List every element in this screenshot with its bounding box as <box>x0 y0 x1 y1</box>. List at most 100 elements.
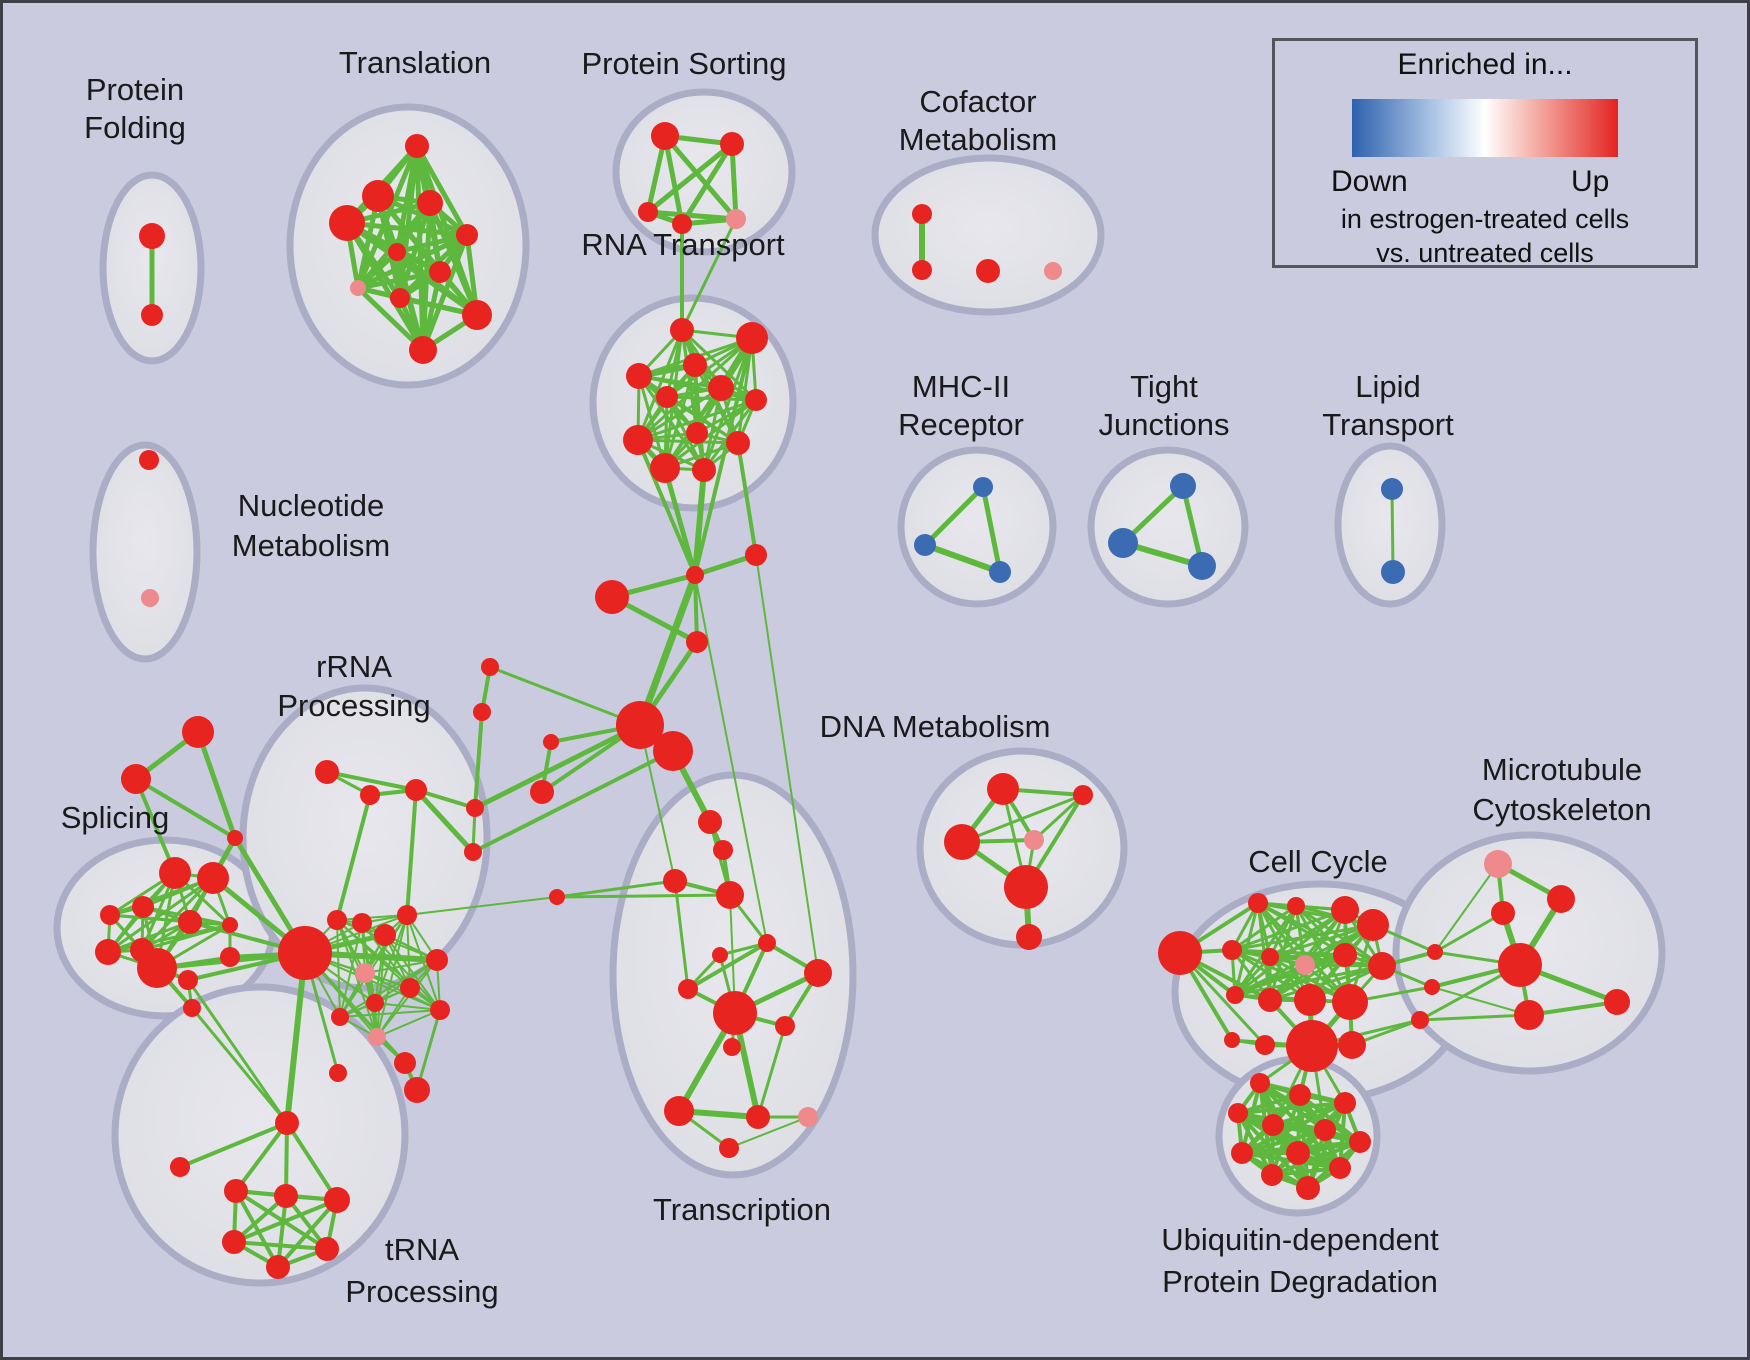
node-cr3 <box>1411 1011 1429 1029</box>
edge-c5-i1 <box>488 665 642 727</box>
cluster-label-cofactor-metabolism: Cofactor <box>919 84 1036 119</box>
node-i2 <box>473 703 491 721</box>
edge-mh2-mh3 <box>922 542 1003 575</box>
edge-tri2-s1 <box>134 777 177 875</box>
node-rt3 <box>683 353 707 377</box>
edge-ra13-ra10 <box>415 1008 442 1092</box>
nodes <box>95 122 1630 1279</box>
node-cf2 <box>912 260 932 280</box>
node-rt5 <box>708 375 734 401</box>
node-tn3 <box>324 1187 350 1213</box>
node-d5 <box>1004 865 1048 909</box>
node-s4 <box>100 905 120 925</box>
node-t_h <box>275 1111 299 1135</box>
node-tr4 <box>716 881 744 909</box>
node-t10 <box>462 300 492 330</box>
node-cc9 <box>1368 952 1396 980</box>
node-mt6 <box>1604 989 1630 1015</box>
node-ra9 <box>331 1008 349 1026</box>
edge-t_h-tn1 <box>234 1121 289 1193</box>
node-rt4 <box>626 363 652 389</box>
edge-rt5-rt12 <box>702 386 723 472</box>
edge-ps3-ps5 <box>645 209 739 222</box>
node-cc17 <box>1338 1031 1366 1059</box>
node-mh2 <box>914 534 936 556</box>
edge-rt12-c1 <box>692 467 707 578</box>
edge-tr3-tr7 <box>673 879 690 991</box>
node-t11 <box>409 336 437 364</box>
legend-gradient-bar <box>1352 99 1618 157</box>
node-u6 <box>1314 1119 1336 1141</box>
node-pf1 <box>139 223 165 249</box>
edge-ra4-ra11 <box>376 914 408 1038</box>
node-i4 <box>464 843 482 861</box>
node-s6 <box>222 917 238 933</box>
node-rrA <box>278 926 332 980</box>
cluster-label-microtubule-cytoskeleton: Microtubule <box>1482 752 1642 787</box>
cluster-ellipse-mhc-ii-receptor <box>897 446 1057 608</box>
node-tn2 <box>274 1184 298 1208</box>
node-rt1 <box>670 318 694 342</box>
node-rt10 <box>726 431 750 455</box>
edge-ra10-ra11 <box>376 1009 441 1038</box>
node-cc15 <box>1255 1035 1275 1055</box>
edge-tr14-tr15 <box>728 1116 809 1149</box>
node-cf3 <box>976 259 1000 283</box>
cluster-label-protein-folding-line2: Folding <box>84 110 186 145</box>
edge-ra1-ra4 <box>336 914 408 921</box>
cluster-label-nucleotide-metabolism: Nucleotide <box>238 488 384 523</box>
node-cc3 <box>1331 896 1359 924</box>
edge-rt2-rt12 <box>702 336 754 472</box>
edge-t4-t10 <box>427 200 480 318</box>
edge-ps1-ps4 <box>662 133 685 227</box>
edge-c1-c5 <box>636 571 699 729</box>
node-t_i <box>170 1157 190 1177</box>
node-tri3 <box>227 830 243 846</box>
node-tri2 <box>121 764 151 794</box>
legend-title: Enriched in... <box>1397 48 1573 81</box>
cluster-label-cofactor-metabolism-line2: Metabolism <box>899 122 1058 157</box>
edge-ra8-ra10 <box>374 1002 441 1011</box>
node-ra7 <box>426 949 448 971</box>
node-ra5 <box>355 963 375 983</box>
edge-cr3-mt5 <box>1418 1013 1531 1022</box>
legend-box: Enriched in... Down Up in estrogen-treat… <box>1272 38 1698 268</box>
node-tr13 <box>746 1105 770 1129</box>
edge-ra1-ra9 <box>336 919 341 1018</box>
edge-t_h-tn2 <box>284 1121 289 1198</box>
node-ra1 <box>327 910 347 930</box>
node-t6 <box>388 243 406 261</box>
node-tr9 <box>713 991 757 1035</box>
node-s9 <box>137 948 177 988</box>
node-c4 <box>686 631 708 653</box>
edge-c1-c4 <box>693 573 699 644</box>
cluster-label-lipid-transport: Lipid <box>1355 369 1421 404</box>
node-rr1 <box>315 760 339 784</box>
edge-ps5-rt1 <box>680 217 738 332</box>
node-rt12 <box>692 458 716 482</box>
edge-rr2-ra1 <box>335 793 372 922</box>
node-u9 <box>1286 1141 1310 1165</box>
node-mt5 <box>1514 1000 1544 1030</box>
node-t7 <box>429 261 451 283</box>
node-tn5 <box>315 1237 339 1261</box>
edge-s5-s7 <box>106 920 192 954</box>
edge-d2-d3 <box>960 793 1085 844</box>
edge-cr1-mt1 <box>1434 863 1499 953</box>
edge-m3-tr4 <box>555 893 732 899</box>
node-tn1 <box>224 1179 248 1203</box>
edge-tn4-tn5 <box>232 1240 329 1251</box>
node-ra8 <box>366 994 384 1012</box>
node-tr14 <box>798 1107 818 1127</box>
cluster-label-trna-processing-line2: Processing <box>345 1274 498 1309</box>
cluster-ellipse-cofactor-metabolism <box>871 154 1105 316</box>
node-d4 <box>1024 830 1044 850</box>
edge-rr1-rr3 <box>325 770 418 792</box>
node-u1 <box>1250 1073 1270 1093</box>
node-lt1 <box>1381 478 1403 500</box>
node-rt2 <box>736 322 768 354</box>
edge-rt6-rt7 <box>665 395 758 402</box>
edge-rr3-ra4 <box>405 788 418 917</box>
edge-cc3-cc5 <box>1230 908 1347 952</box>
node-rt8 <box>686 422 708 444</box>
